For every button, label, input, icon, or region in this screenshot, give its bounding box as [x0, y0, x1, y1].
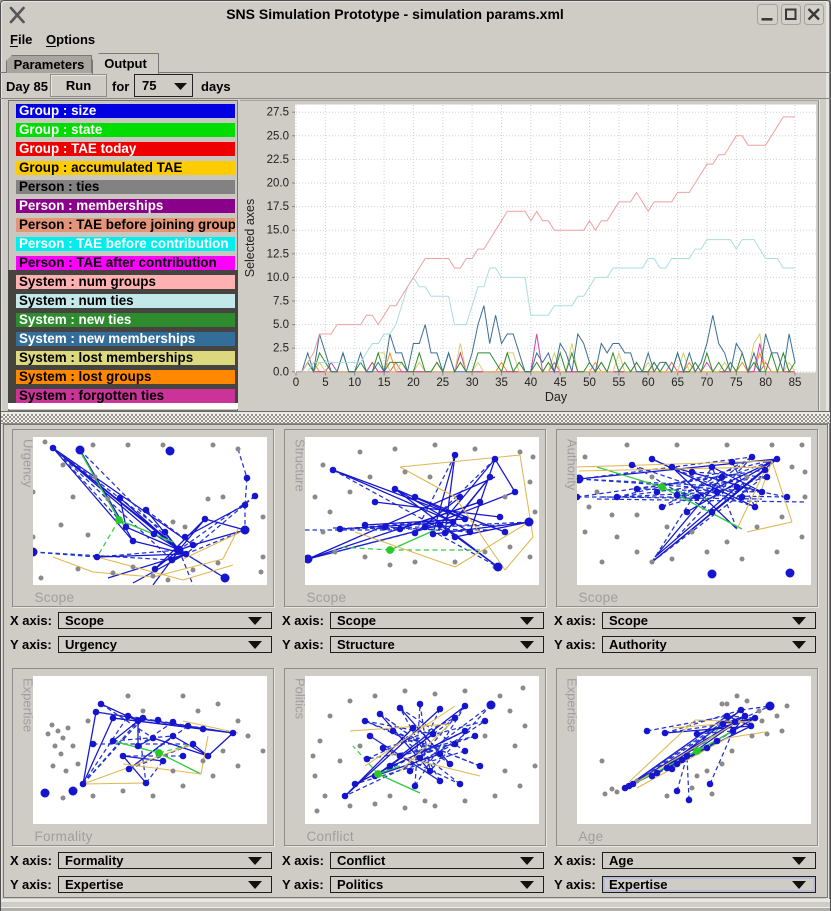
svg-text:50: 50: [583, 377, 596, 389]
svg-text:7.5: 7.5: [273, 296, 289, 308]
svg-text:5.0: 5.0: [273, 319, 289, 331]
svg-text:40: 40: [524, 377, 537, 389]
svg-text:0.0: 0.0: [273, 366, 289, 378]
svg-text:10.0: 10.0: [267, 272, 289, 284]
svg-text:85: 85: [789, 377, 802, 389]
svg-text:Selected axes: Selected axes: [243, 199, 257, 278]
svg-text:35: 35: [495, 377, 508, 389]
svg-text:27.5: 27.5: [267, 107, 289, 119]
svg-text:65: 65: [671, 377, 684, 389]
svg-text:0: 0: [293, 377, 299, 389]
svg-text:75: 75: [730, 377, 743, 389]
svg-text:15: 15: [378, 377, 391, 389]
svg-text:17.5: 17.5: [267, 201, 289, 213]
svg-text:55: 55: [613, 377, 626, 389]
svg-text:70: 70: [701, 377, 714, 389]
svg-text:20: 20: [407, 377, 420, 389]
svg-text:Day: Day: [545, 390, 568, 404]
svg-text:20.0: 20.0: [267, 178, 289, 190]
svg-text:15.0: 15.0: [267, 225, 289, 237]
svg-text:5: 5: [322, 377, 328, 389]
svg-text:25.0: 25.0: [267, 130, 289, 142]
svg-text:60: 60: [642, 377, 655, 389]
svg-text:12.5: 12.5: [267, 248, 289, 260]
svg-text:22.5: 22.5: [267, 154, 289, 166]
svg-text:30: 30: [466, 377, 479, 389]
svg-text:10: 10: [348, 377, 361, 389]
svg-text:80: 80: [759, 377, 772, 389]
svg-text:45: 45: [554, 377, 567, 389]
svg-text:2.5: 2.5: [273, 343, 289, 355]
svg-text:25: 25: [436, 377, 449, 389]
